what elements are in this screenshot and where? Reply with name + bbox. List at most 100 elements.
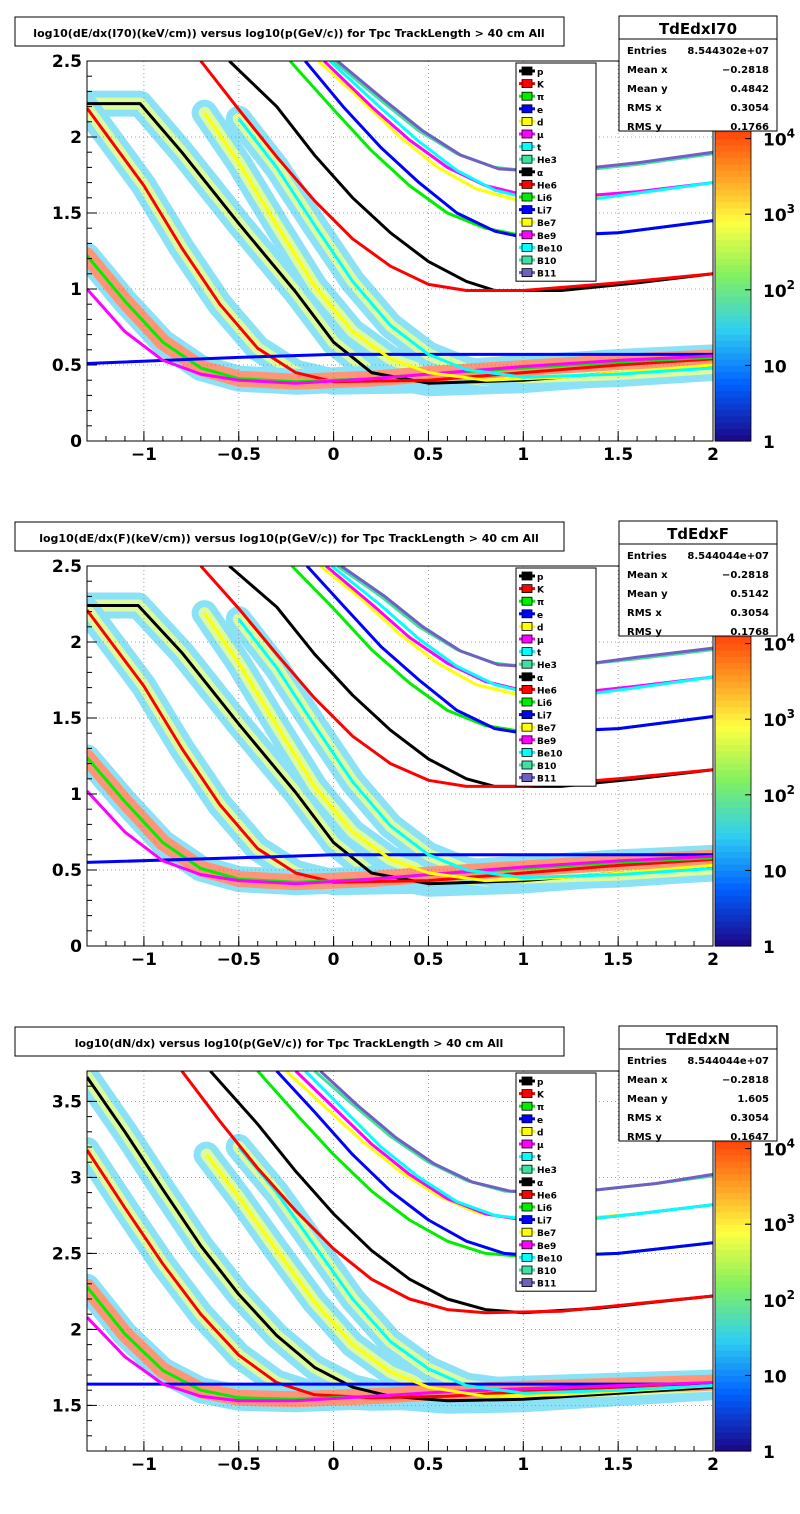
legend-swatch-marker (521, 1177, 533, 1187)
legend-swatch-marker (521, 1265, 533, 1275)
curve-K (87, 107, 713, 384)
color-bar-step (715, 1425, 751, 1433)
color-bar-step (715, 1318, 751, 1326)
legend-swatch-marker (521, 685, 533, 694)
legend-swatch-marker (521, 1278, 533, 1287)
color-bar-label: 103 (763, 1212, 795, 1236)
color-bar-step (715, 656, 751, 664)
color-bar-label-base: 10 (763, 206, 787, 226)
curve-Be10 (328, 61, 713, 203)
curve-B11 (336, 61, 713, 172)
color-bar-label-base: 10 (763, 711, 787, 731)
color-bar-step (715, 1388, 751, 1395)
color-bar-step (715, 1186, 751, 1194)
color-bar-label-base: 1 (763, 938, 775, 958)
legend-swatch-marker (521, 735, 533, 745)
color-bar-step (715, 851, 751, 859)
legend-label: μ (537, 1141, 544, 1151)
color-bar-step (715, 757, 751, 764)
color-bar-step (715, 1287, 751, 1295)
legend-swatch-marker (521, 104, 533, 114)
color-bar-step (715, 409, 751, 417)
x-tick-label: 1.5 (603, 445, 633, 465)
color-bar-label: 104 (763, 127, 795, 151)
legend-swatch-marker (521, 1127, 533, 1136)
curve-B11 (319, 1071, 713, 1195)
legend-label: p (537, 1078, 544, 1088)
x-tick-label: 0 (328, 950, 340, 970)
color-bar-step (715, 396, 751, 404)
legend-label: Li6 (537, 699, 552, 709)
color-bar-step (715, 901, 751, 909)
legend-swatch-marker (521, 622, 533, 631)
color-bar-label: 103 (763, 202, 795, 226)
stats-value-entries: 8.544044e+07 (687, 551, 769, 562)
curve-Be10 (330, 566, 713, 697)
stats-value-mean-x: −0.2818 (722, 65, 769, 76)
color-bar-step (715, 1369, 751, 1376)
legend-label: Be9 (537, 1242, 556, 1252)
color-bar-label-exp: 3 (787, 707, 795, 721)
color-bar-step (715, 434, 751, 442)
legend-label: μ (537, 131, 544, 141)
stats-label: Mean y (627, 1094, 668, 1105)
axes: −1 −0.5 0 0.5 1 1.5 2 1.5 2 2.5 3 3.5 (52, 1070, 719, 1475)
color-bar-step (715, 1142, 751, 1150)
color-bar-step (715, 1161, 751, 1169)
color-bar-step (715, 214, 751, 222)
color-bar-step (715, 365, 751, 373)
color-bar-label-base: 10 (763, 282, 787, 302)
color-bar-step (715, 712, 751, 720)
color-bar-step (715, 813, 751, 821)
color-bar-step (715, 302, 751, 310)
color-bar-step (715, 1325, 751, 1332)
color-bar-step (715, 283, 751, 291)
stats-value-rms-x: 0.3054 (730, 103, 769, 114)
color-bar-step (715, 321, 751, 329)
stats-value-mean-x: −0.2818 (722, 570, 769, 581)
color-bar-step (715, 384, 751, 392)
legend-swatch-marker (521, 596, 533, 606)
title-box (14, 16, 565, 47)
legend-swatch-marker (521, 242, 533, 252)
color-bar-step (715, 346, 751, 354)
color-bar-step (715, 687, 751, 695)
legend-label: B11 (537, 270, 556, 280)
legend-label: He6 (537, 1191, 557, 1201)
color-bar-label: 1 (763, 938, 775, 958)
curve-He3 (199, 61, 713, 292)
legend-swatch-marker (521, 1152, 533, 1161)
color-bar-label: 10 (763, 862, 787, 882)
color-bar-step (715, 1192, 751, 1200)
y-tick-label: 0 (70, 937, 82, 957)
x-tick-label: 0.5 (413, 445, 443, 465)
color-bar-step (715, 378, 751, 385)
y-tick-label: 2 (70, 1320, 82, 1340)
plot-panel-3: −1 −0.5 0 0.5 1 1.5 21.522.533.5110102103104lo… (14, 1025, 795, 1475)
x-tick-label: 0 (328, 1455, 340, 1475)
curve-p (87, 1076, 713, 1403)
stats-label: Mean y (627, 84, 668, 95)
plot-panel-1: −1 −0.5 0 0.5 1 1.5 200.511.522.5110102103104l… (14, 15, 795, 465)
x-tick-label: 2 (707, 950, 719, 970)
curve-B11 (340, 566, 713, 668)
stats-value-entries: 8.544302e+07 (687, 46, 769, 57)
x-tick-label: −1 (131, 1455, 157, 1475)
color-bar-step (715, 1167, 751, 1175)
legend-swatch-marker (521, 584, 533, 593)
legend-swatch-marker (521, 192, 533, 202)
color-bar-step (715, 750, 751, 758)
color-bar-step (715, 258, 751, 266)
bethe-bloch-curves (87, 1071, 713, 1403)
title-text: log10(dN/dx) versus log10(p(GeV/c)) for … (75, 1037, 504, 1050)
legend-label: He6 (537, 181, 557, 191)
color-bar-step (715, 226, 751, 234)
color-bar-step (715, 308, 751, 316)
stats-label: RMS x (627, 1113, 662, 1124)
legend-swatch-marker (521, 609, 533, 619)
stats-value-entries: 8.544044e+07 (687, 1056, 769, 1067)
legend-label: π (537, 93, 544, 103)
legend-swatch-marker (521, 66, 533, 76)
color-bar-step (715, 769, 751, 777)
